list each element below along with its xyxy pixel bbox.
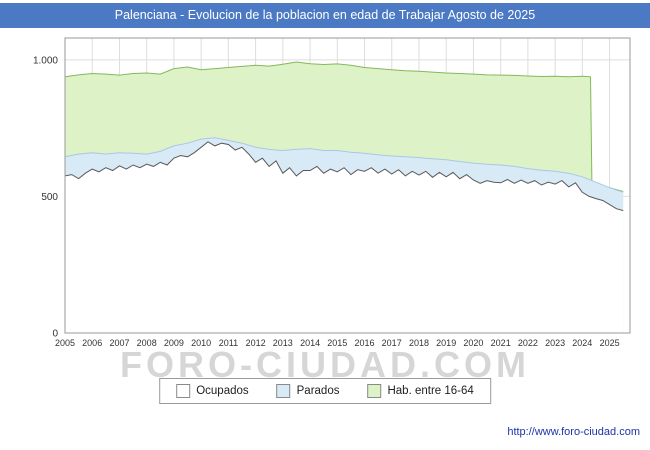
legend-item-hab-16-64: Hab. entre 16-64 bbox=[367, 384, 474, 398]
svg-text:2022: 2022 bbox=[518, 338, 538, 348]
legend-swatch bbox=[367, 384, 382, 398]
legend-swatch bbox=[176, 384, 191, 398]
legend-label: Ocupados bbox=[196, 385, 249, 397]
legend-swatch bbox=[276, 384, 291, 398]
x-axis-labels: 2005 2006 2007 2008 2009 2010 2011 2012 2013 2014… bbox=[55, 338, 620, 348]
line-Ocupados bbox=[64, 141, 624, 212]
svg-text:2014: 2014 bbox=[300, 338, 320, 348]
svg-text:2007: 2007 bbox=[109, 338, 129, 348]
legend-item-ocupados: Ocupados bbox=[176, 384, 249, 398]
svg-text:1.000: 1.000 bbox=[33, 55, 58, 66]
legend-item-parados: Parados bbox=[276, 384, 340, 398]
svg-text:2019: 2019 bbox=[436, 338, 456, 348]
svg-text:2013: 2013 bbox=[273, 338, 293, 348]
svg-text:2018: 2018 bbox=[409, 338, 429, 348]
svg-text:2025: 2025 bbox=[600, 338, 620, 348]
svg-text:2005: 2005 bbox=[55, 338, 75, 348]
line-Parados bbox=[64, 137, 624, 193]
svg-text:2015: 2015 bbox=[327, 338, 347, 348]
series-areas bbox=[64, 61, 624, 333]
svg-text:2020: 2020 bbox=[463, 338, 483, 348]
svg-text:2023: 2023 bbox=[545, 338, 565, 348]
svg-text:0: 0 bbox=[52, 329, 58, 340]
svg-text:2016: 2016 bbox=[354, 338, 374, 348]
svg-text:2009: 2009 bbox=[164, 338, 184, 348]
chart-svg: 2005 2006 2007 2008 2009 2010 2011 2012 2013 2014… bbox=[33, 37, 631, 348]
svg-text:2017: 2017 bbox=[382, 338, 402, 348]
y-axis-labels: 0 500 1.000 bbox=[33, 55, 58, 339]
svg-text:2021: 2021 bbox=[491, 338, 511, 348]
chart-area: 2005 2006 2007 2008 2009 2010 2011 2012 2013 2014… bbox=[0, 30, 650, 365]
svg-text:2006: 2006 bbox=[82, 338, 102, 348]
footer-url-link[interactable]: http://www.foro-ciudad.com bbox=[507, 426, 640, 438]
legend-label: Hab. entre 16-64 bbox=[387, 385, 474, 397]
svg-text:2008: 2008 bbox=[137, 338, 157, 348]
line-Hab. entre 16-64 bbox=[64, 61, 624, 192]
chart-legend: Ocupados Parados Hab. entre 16-64 bbox=[159, 378, 491, 404]
svg-text:2024: 2024 bbox=[572, 338, 592, 348]
svg-text:2011: 2011 bbox=[219, 338, 238, 348]
svg-text:2010: 2010 bbox=[191, 338, 211, 348]
area-Ocupados bbox=[65, 141, 624, 333]
legend-label: Parados bbox=[296, 385, 340, 397]
page-title: Palenciana - Evolucion de la poblacion e… bbox=[0, 3, 650, 28]
svg-text:500: 500 bbox=[41, 192, 58, 203]
plot-border bbox=[64, 37, 631, 334]
svg-text:2012: 2012 bbox=[246, 338, 266, 348]
